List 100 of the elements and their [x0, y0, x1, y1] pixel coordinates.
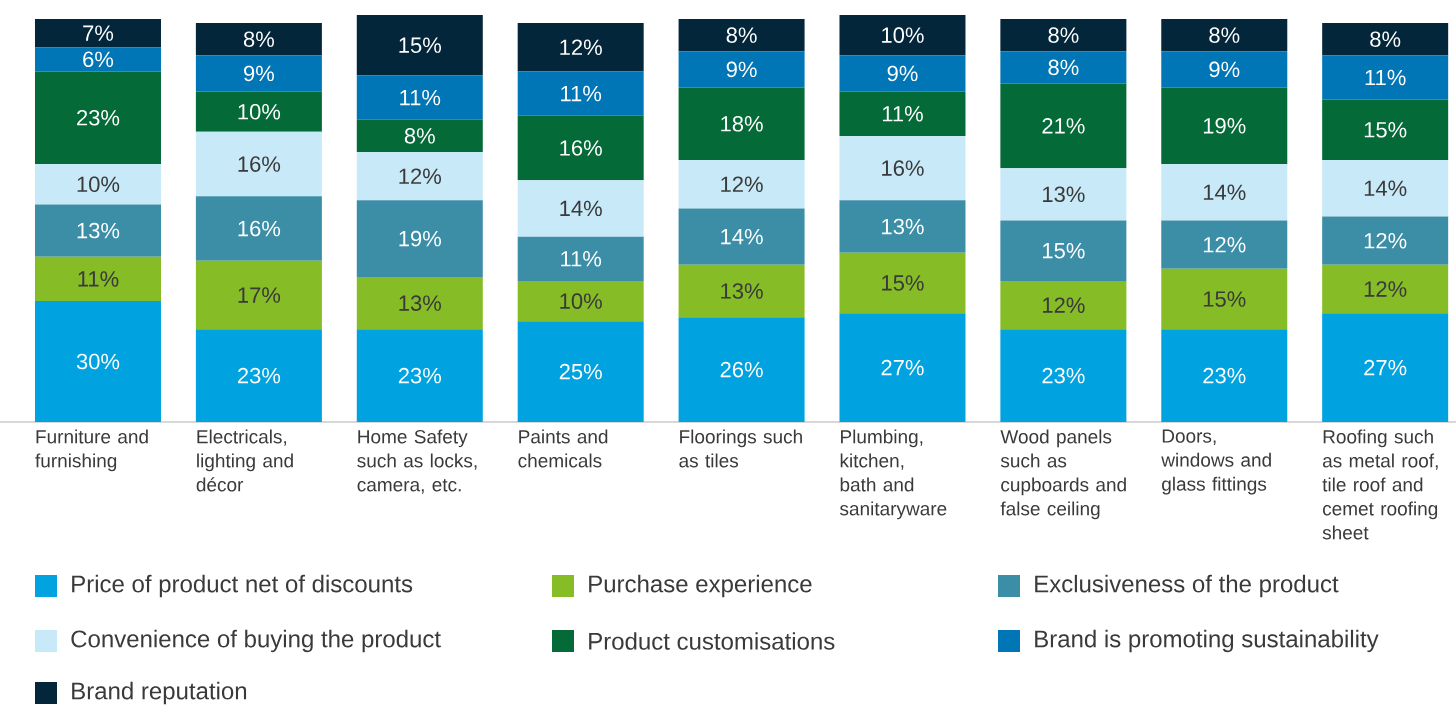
x-tick-label: Electricals, lighting and décor [196, 429, 293, 492]
bar [1000, 220, 1127, 281]
bar [34, 47, 161, 72]
data-label: 11% [561, 251, 602, 267]
bar [356, 75, 483, 120]
bar [356, 276, 483, 330]
bar [1322, 313, 1449, 422]
bar [517, 23, 644, 72]
bar [34, 204, 161, 257]
data-label: 10% [77, 176, 120, 193]
bar [1000, 83, 1127, 169]
bar [839, 313, 966, 422]
bar [195, 196, 322, 261]
data-label: 23% [398, 367, 442, 384]
bar [34, 301, 161, 422]
data-label: 13% [1043, 186, 1085, 203]
bar [678, 87, 805, 161]
data-label: 7% [83, 25, 114, 41]
bar [1161, 268, 1288, 330]
bar [1161, 51, 1288, 88]
x-tick-label: Paints and chemicals [518, 429, 608, 468]
bar [1000, 168, 1127, 221]
bar [195, 260, 322, 330]
data-label: 9% [244, 65, 274, 82]
bar [195, 23, 322, 56]
data-label: 15% [399, 37, 442, 53]
data-label: 11% [882, 106, 923, 122]
data-label: 8% [1048, 59, 1079, 76]
bar [1161, 329, 1288, 422]
bar [1161, 164, 1288, 221]
data-label: 13% [77, 222, 120, 239]
bar [1322, 160, 1449, 217]
data-label: 14% [721, 228, 763, 245]
x-tick-label: Furniture and furnishing [35, 429, 148, 472]
bar [1000, 329, 1127, 422]
legend-label: Convenience of buying the product [71, 629, 441, 653]
data-label: 18% [721, 116, 763, 132]
data-label: 14% [1364, 180, 1407, 196]
data-label: 26% [720, 361, 763, 378]
bar [839, 14, 966, 56]
data-label: 11% [1365, 69, 1406, 86]
data-label: 10% [238, 103, 281, 120]
data-label: 11% [561, 85, 602, 102]
bar [1322, 23, 1449, 56]
x-tick-label: Floorings such as tiles [679, 429, 802, 468]
bar [1000, 19, 1127, 52]
legend-label: Brand reputation [72, 681, 247, 705]
bar [839, 252, 966, 314]
bar [517, 180, 644, 237]
bar [517, 280, 644, 322]
data-label: 12% [1364, 281, 1407, 297]
data-label: 13% [882, 218, 924, 235]
bar [839, 55, 966, 92]
data-label: 16% [238, 156, 281, 172]
bar [517, 71, 644, 116]
data-label: 9% [887, 65, 918, 82]
bar [34, 256, 161, 302]
legend-label: Exclusiveness of the product [1035, 574, 1339, 598]
data-label: 14% [1203, 184, 1246, 200]
bar [1161, 19, 1288, 52]
data-label: 12% [399, 168, 442, 184]
data-label: 9% [1209, 61, 1240, 78]
bar [839, 200, 966, 253]
data-label: 6% [83, 51, 114, 68]
bar [678, 264, 805, 318]
bar [1322, 216, 1449, 265]
data-label: 23% [237, 367, 281, 384]
bar [1000, 51, 1127, 84]
bar [195, 329, 322, 422]
x-tick-label: Doors, windows and glass fittings [1161, 429, 1271, 495]
data-label: 8% [1370, 31, 1401, 47]
bar [1322, 99, 1449, 161]
bar [678, 317, 805, 422]
data-label: 14% [560, 200, 602, 217]
data-label: 16% [560, 140, 602, 156]
data-label: 19% [399, 230, 442, 247]
bar [195, 55, 322, 92]
data-label: 9% [726, 61, 757, 78]
bar [356, 329, 483, 422]
data-label: 19% [1203, 118, 1246, 134]
bar [356, 14, 483, 76]
data-label: 15% [1203, 291, 1246, 307]
bar [195, 91, 322, 132]
legend-label: Price of product net of discounts [72, 574, 413, 598]
bar [356, 200, 483, 277]
data-label: 30% [76, 353, 120, 370]
legend-label: Product customisations [589, 632, 835, 650]
bar [34, 71, 161, 165]
legend-label: Brand is promoting sustainability [1035, 629, 1379, 653]
bar [839, 135, 966, 201]
bar [1161, 220, 1288, 269]
data-label: 12% [560, 39, 602, 55]
bar [1000, 280, 1127, 330]
data-label: 8% [1209, 27, 1240, 43]
x-tick-label: Roofing such as metal roof, tile roof and cemet roofing sheet [1322, 429, 1438, 540]
bar [678, 19, 805, 52]
bar [517, 115, 644, 181]
data-label: 27% [881, 359, 924, 376]
data-label: 12% [721, 176, 763, 192]
data-label: 16% [882, 160, 924, 176]
